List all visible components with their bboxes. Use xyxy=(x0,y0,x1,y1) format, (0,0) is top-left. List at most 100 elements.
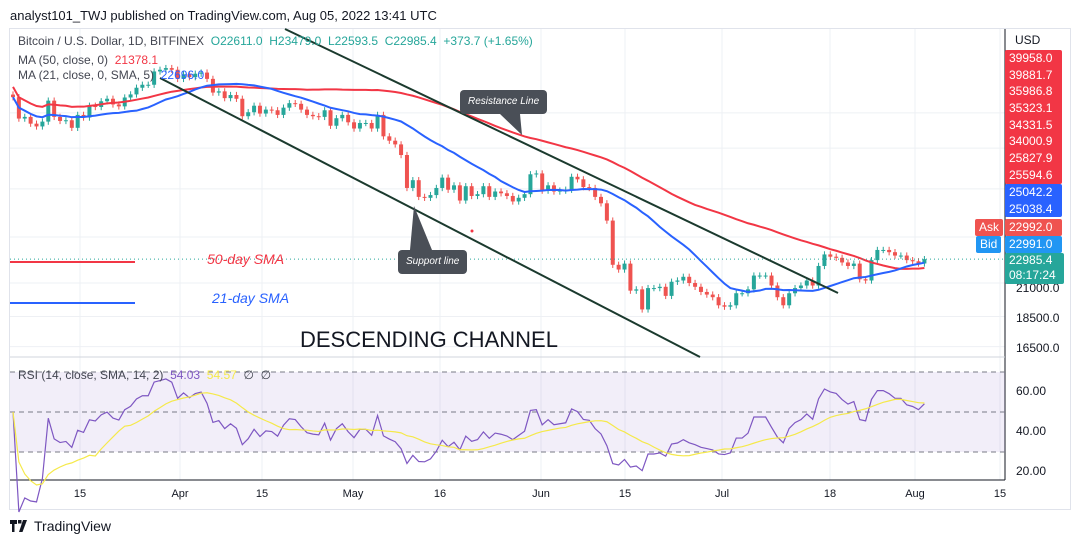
candle-body xyxy=(581,179,586,188)
candle-body xyxy=(75,114,80,128)
red-price-labels: 39958.0 39881.7 35986.8 35323.1 34331.5 34000… xyxy=(1005,50,1062,184)
time-tick: 15 xyxy=(255,488,269,500)
publisher-line: analyst101_TWJ published on TradingView.… xyxy=(10,8,437,23)
candle-body xyxy=(875,249,880,261)
candle-body xyxy=(46,100,51,122)
ma50-legend[interactable]: MA (50, close, 0) 21378.1 xyxy=(18,53,158,67)
candle-body xyxy=(646,288,651,310)
candle-body xyxy=(257,105,262,114)
candle-body xyxy=(246,112,251,117)
candle-body xyxy=(863,279,868,281)
candle-body xyxy=(422,196,427,198)
candle-body xyxy=(404,155,409,188)
candle-body xyxy=(704,291,709,295)
candle-body xyxy=(63,120,68,122)
candle-body xyxy=(487,186,492,197)
candle-body xyxy=(834,256,839,258)
tradingview-logo[interactable]: TradingView xyxy=(10,518,111,534)
candle-body xyxy=(787,293,792,306)
resistance-line-callout[interactable]: Resistance Line xyxy=(460,90,548,114)
candle-body xyxy=(675,280,680,282)
time-tick: May xyxy=(342,488,364,500)
support-trendline xyxy=(159,77,701,358)
candle-body xyxy=(352,122,357,129)
candle-body xyxy=(193,73,198,78)
candle-body xyxy=(410,180,415,188)
candle-body xyxy=(528,174,533,195)
candle-body xyxy=(234,95,239,99)
candle-body xyxy=(845,262,850,266)
candle-body xyxy=(275,110,280,115)
bid-value: 22991.0 xyxy=(1005,236,1062,253)
candle-body xyxy=(40,121,45,127)
close-value: C22985.4 xyxy=(384,34,437,48)
candle-body xyxy=(681,276,686,281)
candle-body xyxy=(152,71,157,85)
price-tick: 21000.0 xyxy=(1016,281,1060,295)
candle-body xyxy=(657,286,662,289)
candle-body xyxy=(499,191,504,194)
candle-body xyxy=(340,114,345,119)
candle-body xyxy=(52,100,57,117)
candle-body xyxy=(440,177,445,188)
time-tick: Jun xyxy=(532,488,550,500)
candle-body xyxy=(463,186,468,201)
candle-body xyxy=(22,116,27,119)
ask-label: Ask xyxy=(975,219,1004,236)
candle-body xyxy=(693,283,698,287)
price-line-label: 25594.6 xyxy=(1009,167,1053,182)
candle-body xyxy=(904,255,909,261)
candle-body xyxy=(769,275,774,286)
high-value: H23479.0 xyxy=(269,34,322,48)
bid-label: Bid xyxy=(976,236,1002,253)
ma21-value: 22696.0 xyxy=(160,68,205,82)
candle-body xyxy=(551,185,556,192)
candle-body xyxy=(110,98,115,105)
marker-dot xyxy=(470,229,474,233)
candle-body xyxy=(734,293,739,306)
candle-body xyxy=(587,187,592,189)
candle-body xyxy=(28,116,33,124)
candle-body xyxy=(504,193,509,196)
rsi-line xyxy=(12,378,925,513)
candle-body xyxy=(187,74,192,78)
candle-body xyxy=(105,98,110,102)
candle-body xyxy=(310,114,315,117)
candle-body xyxy=(757,275,762,277)
candle-body xyxy=(428,195,433,198)
candle-body xyxy=(205,72,210,79)
candle-body xyxy=(169,68,174,70)
candle-body xyxy=(822,254,827,266)
candle-body xyxy=(399,144,404,156)
candle-body xyxy=(569,176,574,190)
rsi-tick: 60.00 xyxy=(1016,384,1047,398)
rsi-legend[interactable]: RSI (14, close, SMA, 14, 2) 54.03 54.57 … xyxy=(18,368,271,382)
price-line-label: 25038.4 xyxy=(1009,201,1053,216)
candle-body xyxy=(263,109,268,114)
ma50-label: MA (50, close, 0) xyxy=(18,53,109,67)
time-tick: Jul xyxy=(714,488,730,500)
candle-body xyxy=(369,122,374,129)
candle-body xyxy=(922,259,927,264)
candle-body xyxy=(322,110,327,117)
resistance-trendline xyxy=(284,28,839,294)
candle-body xyxy=(510,195,515,202)
sma50-annotation: 50-day SMA xyxy=(207,251,285,267)
candle-body xyxy=(228,95,233,99)
candle-body xyxy=(887,249,892,253)
ma21-label: MA (21, close, 0, SMA, 5) xyxy=(18,68,155,82)
candle-body xyxy=(716,297,721,306)
candle-countdown: 08:17:24 xyxy=(1009,268,1056,282)
candle-body xyxy=(281,107,286,115)
chart-frame[interactable] xyxy=(9,28,1071,510)
candle-body xyxy=(728,305,733,307)
price-line-label: 39958.0 xyxy=(1009,51,1053,65)
support-line-callout[interactable]: Support line xyxy=(398,250,468,274)
candle-body xyxy=(740,293,745,295)
ma21-legend[interactable]: MA (21, close, 0, SMA, 5) 22696.0 xyxy=(18,68,204,82)
candle-body xyxy=(69,120,74,128)
candle-body xyxy=(181,74,186,79)
time-tick: 16 xyxy=(433,488,447,500)
candle-body xyxy=(599,196,603,204)
